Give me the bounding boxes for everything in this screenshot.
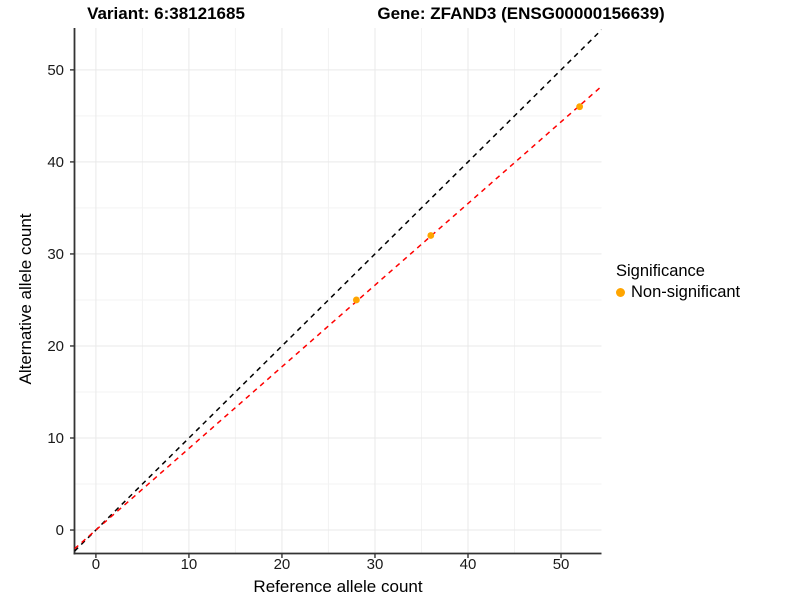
y-axis-label: Alternative allele count bbox=[16, 213, 35, 385]
y-tick-label: 0 bbox=[56, 522, 64, 539]
x-axis-label: Reference allele count bbox=[253, 577, 423, 596]
variant-title: Variant: 6:38121685 bbox=[87, 4, 245, 23]
data-point bbox=[352, 296, 360, 304]
data-point bbox=[576, 103, 584, 111]
y-tick-label: 30 bbox=[47, 246, 64, 263]
x-tick-label: 30 bbox=[367, 556, 384, 573]
y-tick-label: 10 bbox=[47, 430, 64, 447]
y-tick-label: 20 bbox=[47, 338, 64, 355]
y-tick-label: 40 bbox=[47, 154, 64, 171]
fit-line bbox=[74, 85, 602, 550]
y-tick-label: 50 bbox=[47, 62, 64, 79]
x-tick-label: 0 bbox=[92, 556, 100, 573]
legend-item-non-significant: Non-significant bbox=[616, 282, 740, 302]
x-tick-label: 50 bbox=[553, 556, 570, 573]
point-swatch-icon bbox=[616, 287, 625, 297]
legend-item-label: Non-significant bbox=[631, 283, 741, 301]
legend: Significance Non-significant bbox=[616, 261, 740, 302]
legend-title: Significance bbox=[616, 262, 705, 280]
data-point bbox=[427, 232, 435, 239]
x-tick-label: 20 bbox=[274, 556, 291, 573]
x-tick-label: 40 bbox=[460, 556, 477, 573]
x-tick-label: 10 bbox=[181, 556, 198, 573]
identity-line bbox=[74, 29, 602, 552]
gene-title: Gene: ZFAND3 (ENSG00000156639) bbox=[377, 4, 665, 23]
